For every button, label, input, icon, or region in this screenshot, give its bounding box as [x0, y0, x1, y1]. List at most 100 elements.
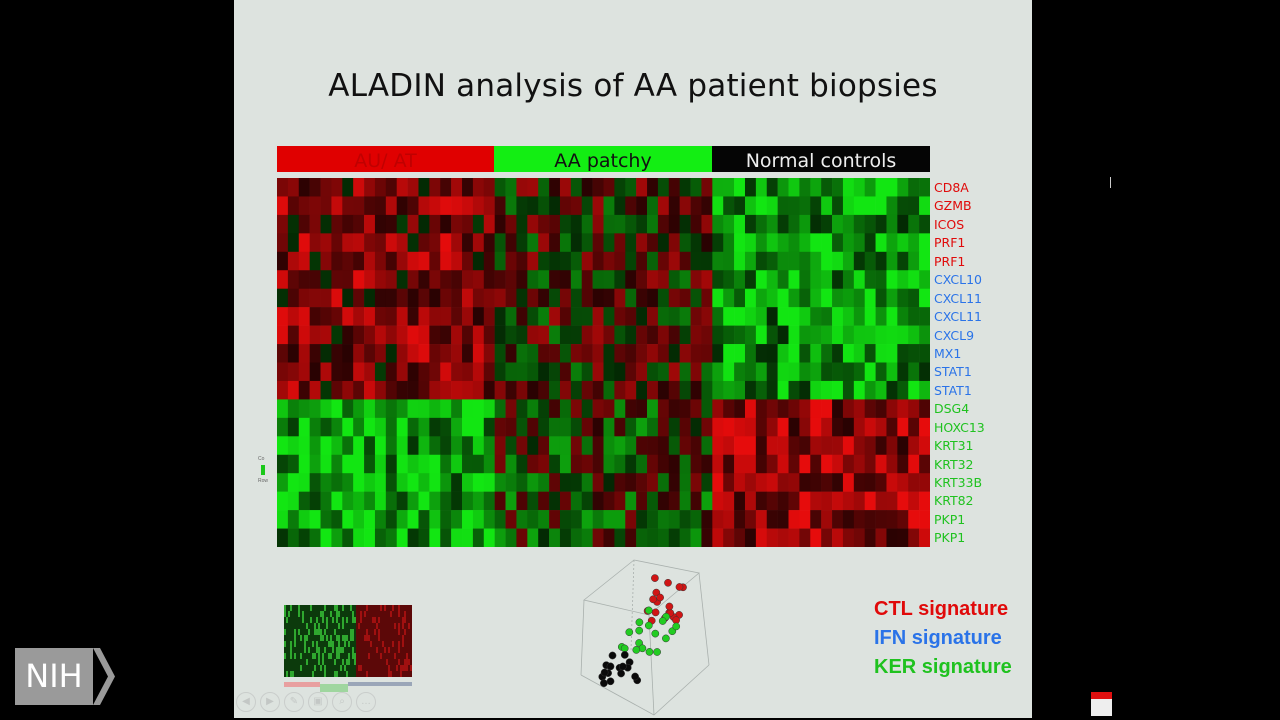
heatmap-cell: [581, 344, 593, 363]
heatmap-cell: [799, 510, 811, 529]
heatmap-cell: [701, 528, 713, 547]
thumbnail-cell: [292, 623, 295, 630]
heatmap-cell: [832, 454, 844, 474]
heatmap-cell: [886, 344, 898, 363]
heatmap-cell: [407, 380, 419, 400]
heatmap-cell: [690, 325, 702, 345]
thumbnail-group-aa: [320, 684, 348, 692]
heatmap-cell: [440, 214, 452, 234]
thumbnail-cell: [394, 611, 397, 618]
thumbnail-cell: [374, 635, 377, 642]
heatmap-cell: [320, 473, 332, 492]
thumbnail-cell: [316, 671, 319, 677]
thumbnail-cell: [350, 635, 353, 642]
heatmap-cell: [886, 325, 898, 345]
thumbnail-cell: [348, 641, 351, 648]
thumbnail-cell: [378, 671, 381, 677]
thumbnail-cell: [360, 653, 363, 660]
heatmap-cell: [723, 473, 735, 492]
zoom-icon[interactable]: ⌕: [332, 692, 352, 712]
heatmap-cell: [668, 362, 680, 382]
thumbnail-cell: [314, 641, 317, 648]
thumbnail-cell: [292, 605, 295, 612]
thumbnail-cell: [410, 653, 412, 660]
heatmap-cell: [287, 214, 300, 234]
thumbnail-cell: [290, 629, 293, 636]
heatmap-cell: [320, 399, 332, 419]
thumbnail-cell: [378, 659, 381, 666]
heatmap-cell: [799, 288, 811, 308]
heatmap-cell: [853, 233, 865, 253]
thumbnail-cell: [294, 653, 297, 660]
heatmap-cell: [864, 454, 876, 474]
heatmap-cell: [374, 510, 387, 529]
heatmap-cell: [483, 214, 495, 234]
heatmap-cell: [429, 436, 441, 456]
heatmap-cell: [799, 251, 811, 271]
heatmap-cell: [777, 196, 789, 216]
thumbnail-cell: [402, 659, 405, 666]
gene-label: GZMB: [934, 198, 972, 214]
heatmap-cell: [374, 344, 387, 363]
heatmap-cell: [592, 178, 604, 197]
heatmap-cell: [298, 307, 310, 326]
heatmap-cell: [734, 399, 746, 419]
scatter-point: [608, 651, 617, 660]
heatmap-cell: [538, 491, 550, 511]
back-icon[interactable]: ◀: [236, 692, 256, 712]
heatmap-cell: [908, 528, 920, 547]
heatmap-cell: [864, 380, 876, 400]
thumbnail-cell: [370, 611, 373, 618]
heatmap-cell: [799, 436, 811, 456]
heatmap-cell: [657, 325, 670, 345]
slides-icon[interactable]: ▣: [308, 692, 328, 712]
heatmap-cell: [353, 288, 365, 308]
pen-icon[interactable]: ✎: [284, 692, 304, 712]
taskbar-app-icon[interactable]: [1091, 692, 1112, 716]
heatmap-cell: [483, 399, 495, 419]
thumbnail-cell: [304, 665, 307, 672]
heatmap-cell: [734, 270, 746, 289]
more-icon[interactable]: …: [356, 692, 376, 712]
thumbnail-cell: [362, 617, 365, 624]
heatmap-cell: [516, 178, 528, 197]
thumbnail-cell: [296, 611, 299, 618]
heatmap-cell: [407, 510, 419, 529]
heatmap-cell: [897, 325, 909, 345]
heatmap-cell: [538, 380, 550, 400]
thumbnail-cell: [334, 635, 337, 642]
heatmap-cell: [505, 325, 517, 345]
heatmap-cell: [538, 528, 550, 547]
heatmap-cell: [734, 454, 746, 474]
thumbnail-cell: [372, 653, 375, 660]
heatmap-cell: [451, 307, 463, 326]
thumbnail-cell: [342, 647, 345, 654]
forward-icon[interactable]: ▶: [260, 692, 280, 712]
heatmap-cell: [875, 436, 887, 456]
thumbnail-cell: [318, 653, 321, 660]
thumbnail-cell: [304, 641, 307, 648]
heatmap-cell: [647, 528, 659, 547]
heatmap-cell: [799, 178, 811, 197]
thumbnail-cell: [370, 653, 373, 660]
heatmap-cell: [342, 344, 354, 363]
scatter-point: [606, 662, 615, 671]
heatmap-cell: [592, 399, 604, 419]
heatmap-cell: [374, 270, 387, 289]
heatmap-cell: [810, 399, 822, 419]
heatmap-cell: [559, 288, 572, 308]
heatmap-cell: [853, 510, 865, 529]
heatmap-cell: [549, 510, 561, 529]
thumbnail-cell: [292, 659, 295, 666]
heatmap-cell: [636, 362, 648, 382]
heatmap-cell: [919, 510, 930, 529]
thumbnail-cell: [392, 665, 395, 672]
heatmap-cell: [440, 417, 452, 437]
thumbnail-cell: [338, 647, 341, 654]
heatmap-cell: [766, 233, 778, 253]
heatmap-cell: [690, 454, 702, 474]
heatmap-cell: [440, 270, 452, 289]
thumbnail-cell: [408, 623, 411, 630]
gene-label: PKP1: [934, 511, 966, 527]
heatmap-cell: [429, 417, 441, 437]
